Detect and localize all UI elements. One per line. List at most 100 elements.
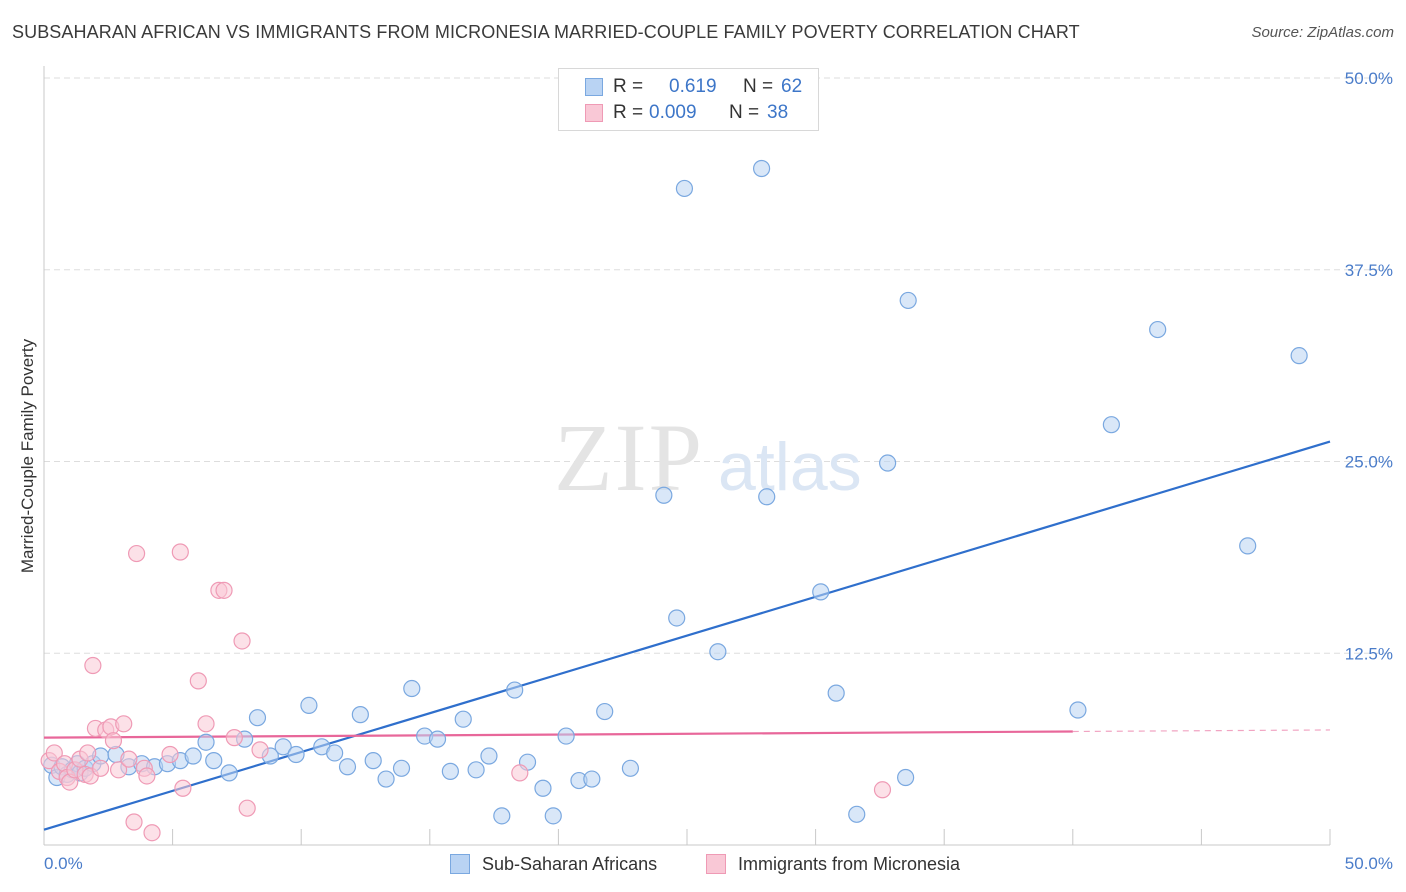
bottom-legend-pink: Immigrants from Micronesia <box>706 852 960 876</box>
data-points <box>40 159 1308 842</box>
legend-n-value: 38 <box>767 102 789 123</box>
point-micronesia <box>127 544 146 563</box>
point-subsaharan <box>1102 416 1120 434</box>
point-subsaharan <box>480 747 498 765</box>
point-micronesia <box>251 741 269 759</box>
point-subsaharan <box>1149 320 1167 339</box>
point-subsaharan <box>1239 537 1257 555</box>
point-subsaharan <box>544 807 562 825</box>
point-micronesia <box>171 543 189 561</box>
point-subsaharan <box>287 745 305 764</box>
point-subsaharan <box>879 454 897 472</box>
watermark: ZIP atlas <box>554 404 862 511</box>
point-subsaharan <box>300 696 318 715</box>
point-micronesia <box>189 672 207 690</box>
point-micronesia <box>873 781 892 799</box>
bottom-legend-blue: Sub-Saharan Africans <box>450 852 657 876</box>
point-micronesia <box>45 744 63 762</box>
point-micronesia <box>115 715 133 733</box>
bottom-legend-label-blue: Sub-Saharan Africans <box>482 853 658 874</box>
point-micronesia <box>143 824 161 842</box>
point-subsaharan <box>184 747 202 765</box>
watermark-atlas: atlas <box>718 429 862 505</box>
point-subsaharan <box>377 770 395 788</box>
point-subsaharan <box>454 710 472 728</box>
point-subsaharan <box>709 643 727 661</box>
watermark-zip: ZIP <box>554 404 704 511</box>
bottom-legend-swatch-blue <box>450 854 470 874</box>
y-tick-label: 25.0% <box>1345 453 1393 472</box>
point-subsaharan <box>467 761 485 779</box>
point-subsaharan <box>827 684 845 702</box>
point-subsaharan <box>668 609 686 627</box>
y-tick-labels: 12.5% 25.0% 37.5% 50.0% <box>1345 69 1393 663</box>
grid-lines <box>44 77 1392 654</box>
y-tick-label: 50.0% <box>1345 69 1393 88</box>
y-tick-label: 12.5% <box>1345 644 1393 663</box>
point-subsaharan <box>338 758 357 776</box>
point-subsaharan <box>493 807 511 825</box>
x-tick-label-max: 50.0% <box>1345 854 1393 873</box>
point-subsaharan <box>848 805 866 823</box>
axes <box>43 66 1331 846</box>
point-subsaharan <box>621 759 640 777</box>
bottom-legend-swatch-pink <box>706 854 726 874</box>
point-micronesia <box>511 764 529 782</box>
point-subsaharan <box>428 730 447 748</box>
point-micronesia <box>161 745 179 764</box>
point-subsaharan <box>675 179 694 198</box>
legend-swatch-pink <box>585 104 603 122</box>
trend-line-subsaharan <box>43 440 1331 831</box>
trend-line-micronesia-extension <box>1072 729 1331 733</box>
point-subsaharan <box>205 752 223 770</box>
point-micronesia <box>84 656 102 675</box>
bottom-legend-label-pink: Immigrants from Micronesia <box>738 853 961 874</box>
point-subsaharan <box>897 768 915 787</box>
point-micronesia <box>79 744 97 762</box>
point-subsaharan <box>197 733 215 751</box>
point-subsaharan <box>899 291 917 310</box>
point-subsaharan <box>534 779 552 797</box>
point-subsaharan <box>364 752 382 770</box>
point-subsaharan <box>557 727 575 745</box>
legend-r-label: R = <box>613 76 644 97</box>
legend-n-label: N = <box>729 102 760 123</box>
point-micronesia <box>125 813 143 831</box>
point-subsaharan <box>1290 347 1308 365</box>
legend-r-value: 0.009 <box>649 102 697 123</box>
point-micronesia <box>174 779 192 797</box>
y-tick-label: 37.5% <box>1345 261 1393 280</box>
point-micronesia <box>238 799 256 817</box>
point-micronesia <box>215 581 233 599</box>
point-micronesia <box>120 750 138 768</box>
point-micronesia <box>225 729 243 747</box>
point-subsaharan <box>326 744 344 762</box>
point-subsaharan <box>596 702 614 721</box>
point-subsaharan <box>1069 701 1087 719</box>
point-subsaharan <box>274 738 292 756</box>
point-subsaharan <box>441 762 459 780</box>
point-subsaharan <box>220 764 238 782</box>
legend-row-blue: R = 0.619 N = 62 <box>585 75 802 99</box>
source-note: Source: ZipAtlas.com <box>1251 24 1394 41</box>
point-micronesia <box>197 715 215 733</box>
point-subsaharan <box>248 709 267 727</box>
point-subsaharan <box>655 486 673 504</box>
legend-r-label: R = <box>613 102 644 123</box>
chart-title: SUBSAHARAN AFRICAN VS IMMIGRANTS FROM MI… <box>12 22 1080 42</box>
correlation-legend: R = 0.619 N = 62 R = 0.009 N = 38 <box>558 68 819 131</box>
x-tick-label-min: 0.0% <box>44 854 83 873</box>
point-subsaharan <box>351 706 369 724</box>
point-subsaharan <box>758 488 776 506</box>
point-micronesia <box>138 767 156 785</box>
point-micronesia <box>233 632 251 650</box>
legend-row-pink: R = 0.009 N = 38 <box>585 101 788 125</box>
point-subsaharan <box>392 759 411 777</box>
point-subsaharan <box>403 679 421 698</box>
legend-n-label: N = <box>743 76 774 97</box>
legend-swatch-blue <box>585 78 603 96</box>
point-micronesia <box>109 761 128 779</box>
point-subsaharan <box>583 770 601 788</box>
point-subsaharan <box>752 159 771 178</box>
